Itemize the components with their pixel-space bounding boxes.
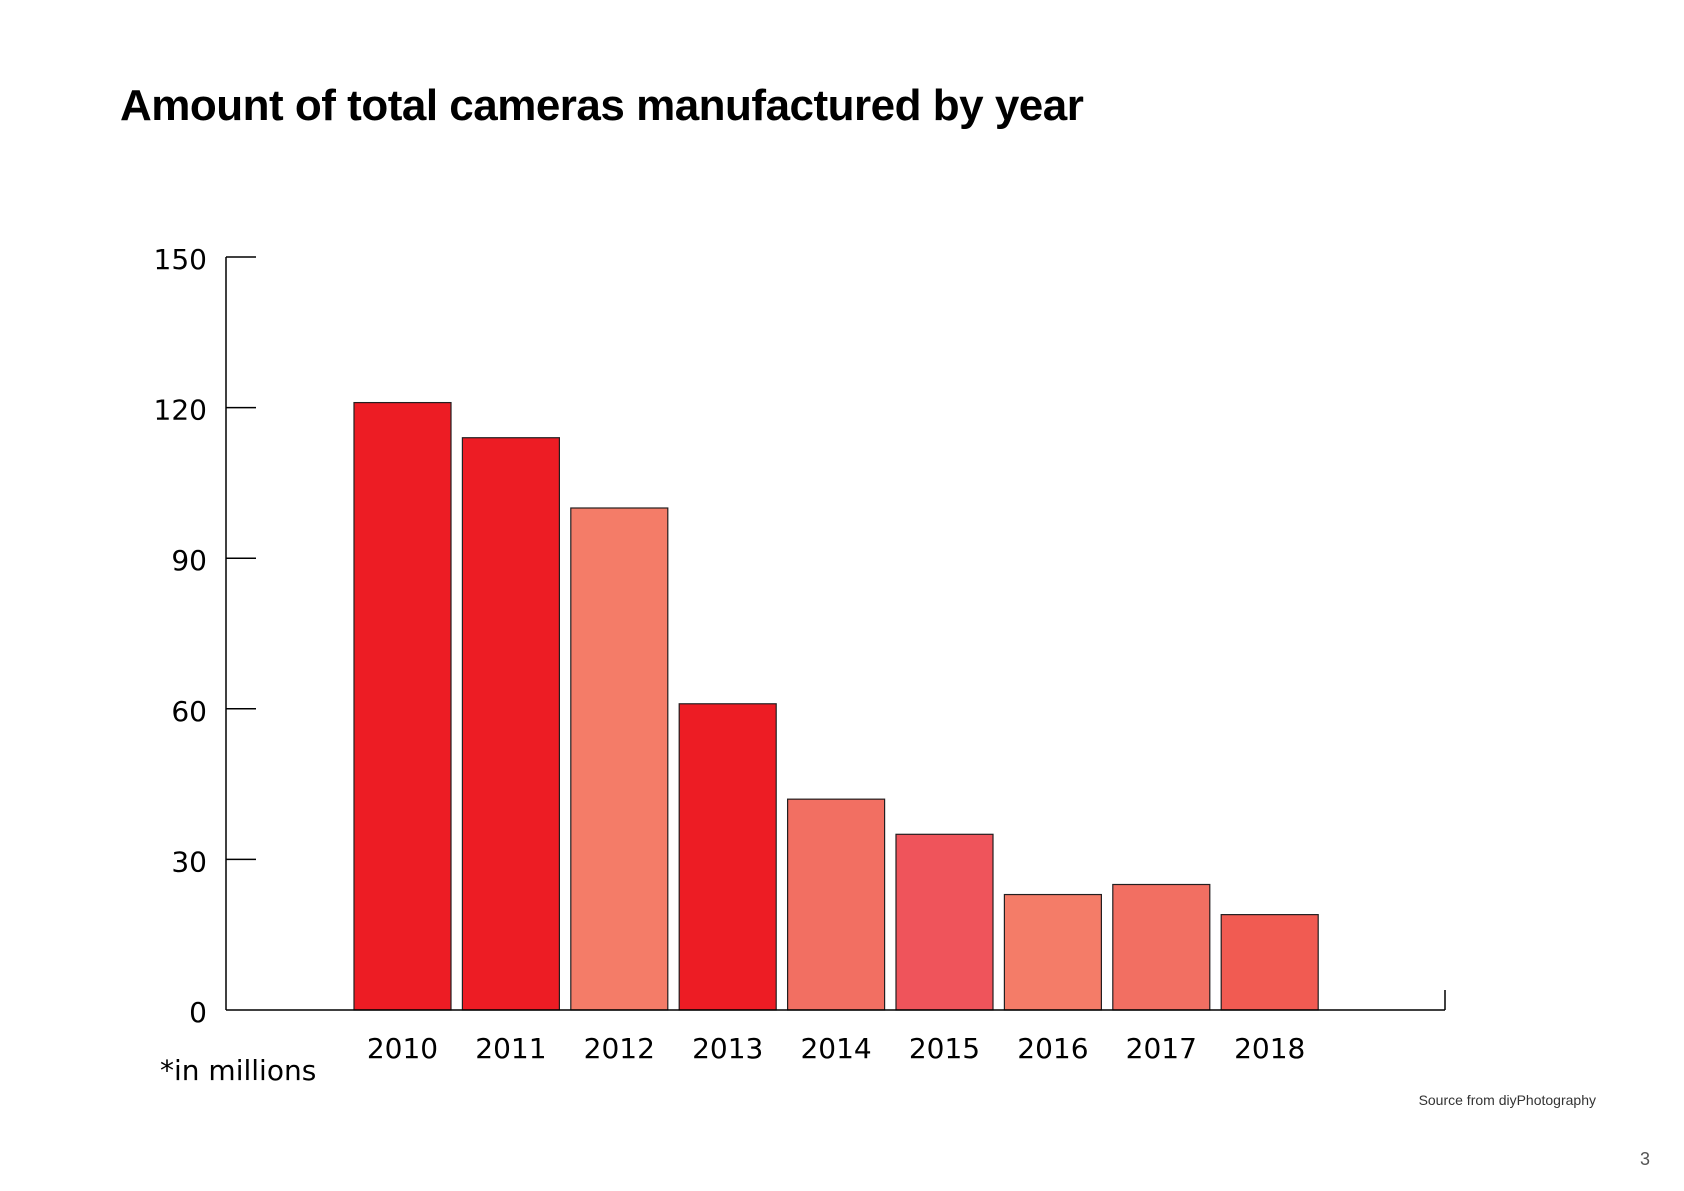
x-tick-label: 2016 [1017,1032,1088,1065]
x-tick-label: 2012 [584,1032,655,1065]
x-tick-label: 2010 [367,1032,438,1065]
page-number: 3 [1639,1149,1650,1169]
bar-2010 [353,401,452,1011]
bar-2012 [570,507,669,1011]
bars-group [353,401,1319,1011]
bar-2015 [895,833,994,1011]
x-tick-label: 2014 [800,1032,871,1065]
y-tick-label: 30 [171,845,207,878]
y-tick-label: 90 [171,544,207,577]
y-tick-label: 120 [154,394,207,427]
x-tick-label: 2011 [475,1032,546,1065]
x-labels-group: 2010 2011 2012 2013 2014 2015 2016 2017 2018 [367,1032,1305,1065]
y-tick-label: 60 [171,695,207,728]
source-note: Source from diyPhotography [1418,1092,1596,1108]
bar-2013 [678,703,777,1011]
x-tick-label: 2013 [692,1032,763,1065]
chart-title: Amount of total cameras manufactured by … [120,81,1084,130]
x-tick-label: 2015 [909,1032,980,1065]
x-tick-label: 2017 [1126,1032,1197,1065]
bar-2018 [1220,914,1319,1011]
y-tick-label: 150 [154,243,207,276]
bar-2014 [786,798,886,1011]
x-tick-label: 2018 [1234,1032,1305,1065]
bar-2017 [1112,883,1211,1011]
bar-2011 [461,437,560,1011]
unit-note: *in millions [160,1054,316,1087]
y-ticks-group: 0 30 60 90 120 150 [154,243,256,1029]
bar-2016 [1003,893,1103,1011]
y-tick-label: 0 [189,996,207,1029]
